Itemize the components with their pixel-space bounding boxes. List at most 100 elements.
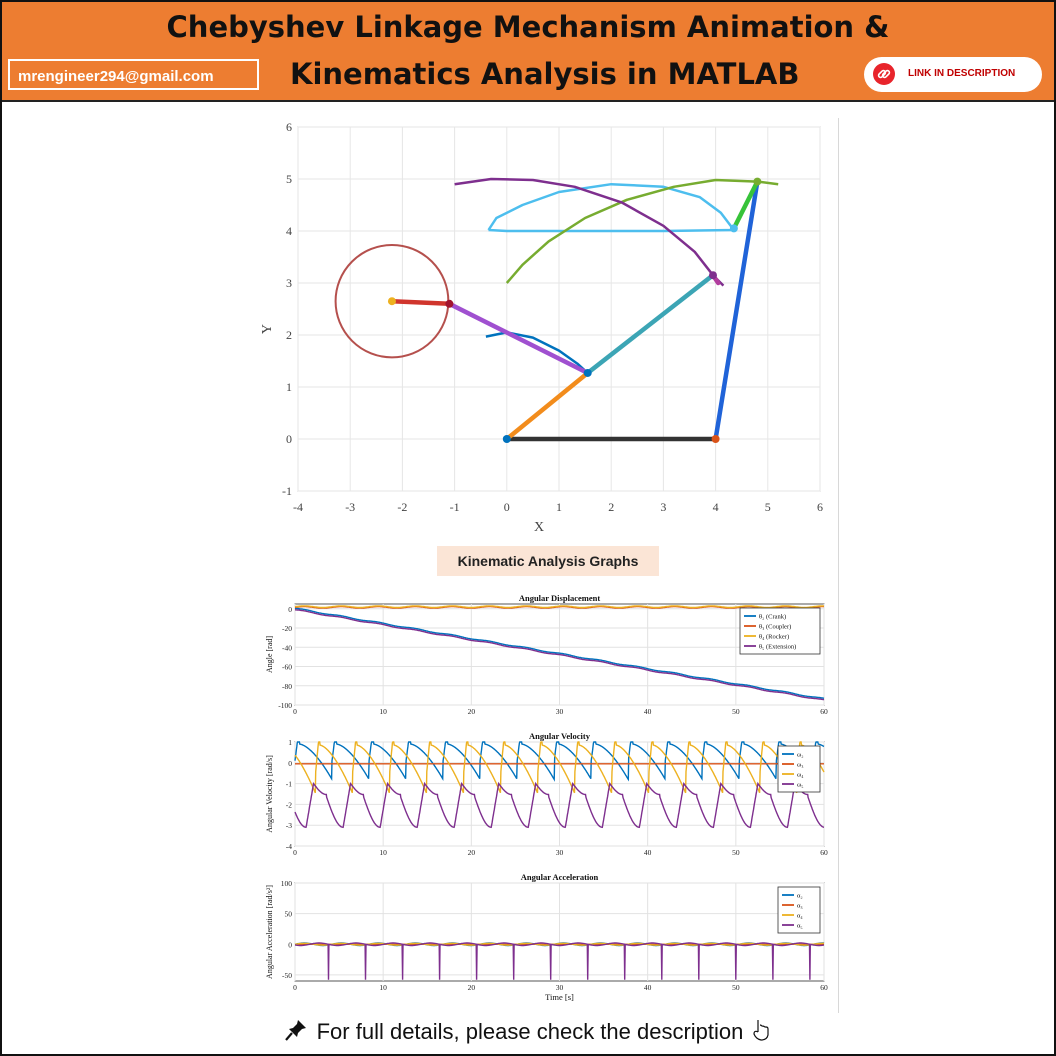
- linkage-bar: [389, 298, 452, 307]
- joint-marker: [708, 271, 717, 280]
- linkage-bar: [504, 370, 590, 442]
- series-line: [294, 741, 825, 794]
- linkage-bar: [585, 272, 716, 376]
- joint-marker: [445, 299, 454, 308]
- y-axis-label: Angle [rad]: [265, 636, 274, 673]
- y-tick-label: 3: [286, 276, 292, 290]
- x-tick-label: 40: [644, 983, 652, 992]
- y-axis-label: Angular Velocity [rad/s]: [265, 755, 274, 833]
- linkage-bar: [731, 179, 760, 231]
- x-tick-label: -3: [345, 500, 355, 514]
- chart-title: Angular Acceleration: [521, 872, 599, 882]
- y-tick-label: 50: [285, 910, 293, 919]
- title-line-1: Chebyshev Linkage Mechanism Animation &: [166, 10, 890, 44]
- x-tick-label: 20: [468, 983, 476, 992]
- linkage-plot: -4 -3 -2 -1 0 1 2 3 4 5 6 -1 0 1 2 3 4 5 6 X Y: [260, 120, 823, 535]
- x-tick-label: 10: [379, 983, 387, 992]
- link-icon: [873, 63, 895, 85]
- y-tick-label: -50: [282, 971, 292, 980]
- x-tick-label: 20: [468, 848, 476, 857]
- x-tick-label: 4: [713, 500, 719, 514]
- joint-marker: [711, 435, 720, 443]
- x-tick-label: 40: [644, 707, 652, 716]
- joint-marker: [387, 297, 396, 306]
- x-tick-label: 2: [608, 500, 614, 514]
- y-tick-label: -100: [278, 701, 292, 710]
- link-label: LINK IN DESCRIPTION: [908, 68, 1016, 79]
- y-tick-label: 2: [286, 328, 292, 342]
- y-tick-label: 100: [281, 879, 293, 888]
- y-tick-label: 1: [288, 738, 292, 747]
- y-tick-label: -1: [282, 484, 292, 498]
- x-tick-label: -4: [293, 500, 303, 514]
- x-tick-label: 30: [556, 983, 564, 992]
- x-tick-label: 30: [556, 707, 564, 716]
- x-tick-label: 10: [379, 848, 387, 857]
- chart-title: Angular Displacement: [519, 593, 600, 603]
- y-tick-label: -80: [282, 682, 292, 691]
- series-line: [294, 605, 824, 609]
- legend-label: θ₅ (Extension): [759, 644, 796, 651]
- y-tick-label: 0: [286, 432, 292, 446]
- legend-label: θ₃ (Coupler): [759, 624, 791, 631]
- joint-marker: [502, 435, 511, 443]
- legend-label: α₂: [797, 893, 803, 900]
- x-tick-label: -1: [450, 500, 460, 514]
- joint-marker: [583, 368, 592, 377]
- legend-label: ω₄: [797, 772, 804, 779]
- y-tick-label: -4: [286, 842, 292, 851]
- legend-label: ω₂: [797, 752, 804, 759]
- x-axis-label: Time [s]: [545, 992, 574, 1002]
- x-tick-label: 60: [820, 707, 828, 716]
- trace-curve: [487, 182, 736, 233]
- x-tick-label: 20: [468, 707, 476, 716]
- legend-label: ω₅: [797, 782, 804, 789]
- x-tick-label: 50: [732, 848, 740, 857]
- y-tick-label: 5: [286, 172, 292, 186]
- email-box: mrengineer294@gmail.com: [8, 59, 259, 90]
- x-tick-label: 50: [732, 707, 740, 716]
- series-line: [294, 607, 825, 699]
- y-tick-label: -2: [286, 800, 292, 809]
- x-tick-label: 0: [293, 983, 297, 992]
- section-title: Kinematic Analysis Graphs: [437, 546, 659, 576]
- x-tick-label: 0: [504, 500, 510, 514]
- x-tick-label: 0: [293, 707, 297, 716]
- x-tick-label: 50: [732, 983, 740, 992]
- x-tick-label: 5: [765, 500, 771, 514]
- y-tick-label: -1: [286, 780, 292, 789]
- x-tick-label: -2: [397, 500, 407, 514]
- x-tick-label: 0: [293, 848, 297, 857]
- pointing-down-icon: [750, 1019, 772, 1044]
- series-line: [295, 942, 824, 980]
- series-line: [295, 609, 825, 701]
- y-tick-label: -60: [282, 663, 292, 672]
- series-line: [294, 741, 825, 782]
- y-tick-label: 0: [288, 605, 292, 614]
- y-tick-label: 6: [286, 120, 292, 134]
- legend-label: α₄: [797, 913, 803, 920]
- legend-label: θ₂ (Crank): [759, 614, 786, 621]
- x-tick-label: 60: [820, 983, 828, 992]
- chart-title: Angular Velocity: [529, 731, 591, 741]
- angular-displacement-plot: 0 10 20 30 40 50 60 0 -20 -40 -60 -80 -100 Angular Di…: [265, 593, 828, 716]
- y-axis-label: Angular Acceleration [rad/s²]: [265, 885, 274, 979]
- trace-curve: [505, 178, 779, 284]
- linkage-bar: [447, 301, 590, 376]
- y-tick-label: 4: [286, 224, 292, 238]
- joint-marker: [729, 224, 738, 233]
- x-tick-label: 30: [556, 848, 564, 857]
- x-tick-label: 60: [820, 848, 828, 857]
- pushpin-icon: [284, 1019, 316, 1044]
- footer-text: For full details, please check the descr…: [316, 1019, 744, 1044]
- footer-note: For full details, please check the descr…: [0, 1018, 1056, 1045]
- x-tick-label: 40: [644, 848, 652, 857]
- legend-label: θ₄ (Rocker): [759, 634, 789, 641]
- y-tick-label: -3: [286, 821, 292, 830]
- title-line-2: Kinematics Analysis in MATLAB: [290, 57, 800, 91]
- joint-marker: [753, 177, 762, 186]
- link-in-description-button[interactable]: LINK IN DESCRIPTION: [864, 57, 1042, 92]
